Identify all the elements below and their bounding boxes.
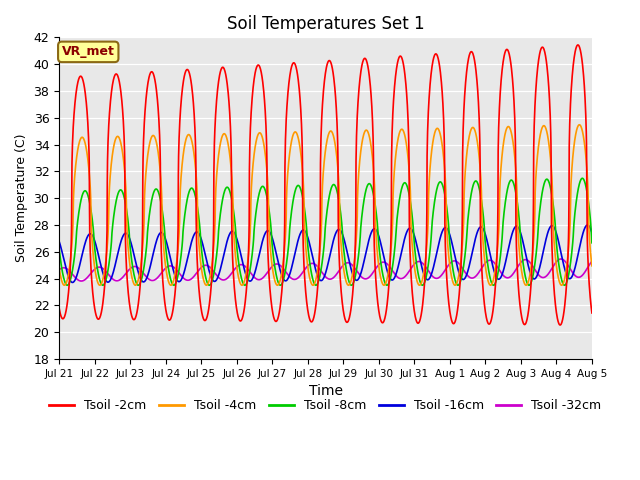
Text: VR_met: VR_met xyxy=(62,46,115,59)
Title: Soil Temperatures Set 1: Soil Temperatures Set 1 xyxy=(227,15,424,33)
X-axis label: Time: Time xyxy=(308,384,342,398)
Legend: Tsoil -2cm, Tsoil -4cm, Tsoil -8cm, Tsoil -16cm, Tsoil -32cm: Tsoil -2cm, Tsoil -4cm, Tsoil -8cm, Tsoi… xyxy=(45,394,607,417)
Y-axis label: Soil Temperature (C): Soil Temperature (C) xyxy=(15,134,28,263)
